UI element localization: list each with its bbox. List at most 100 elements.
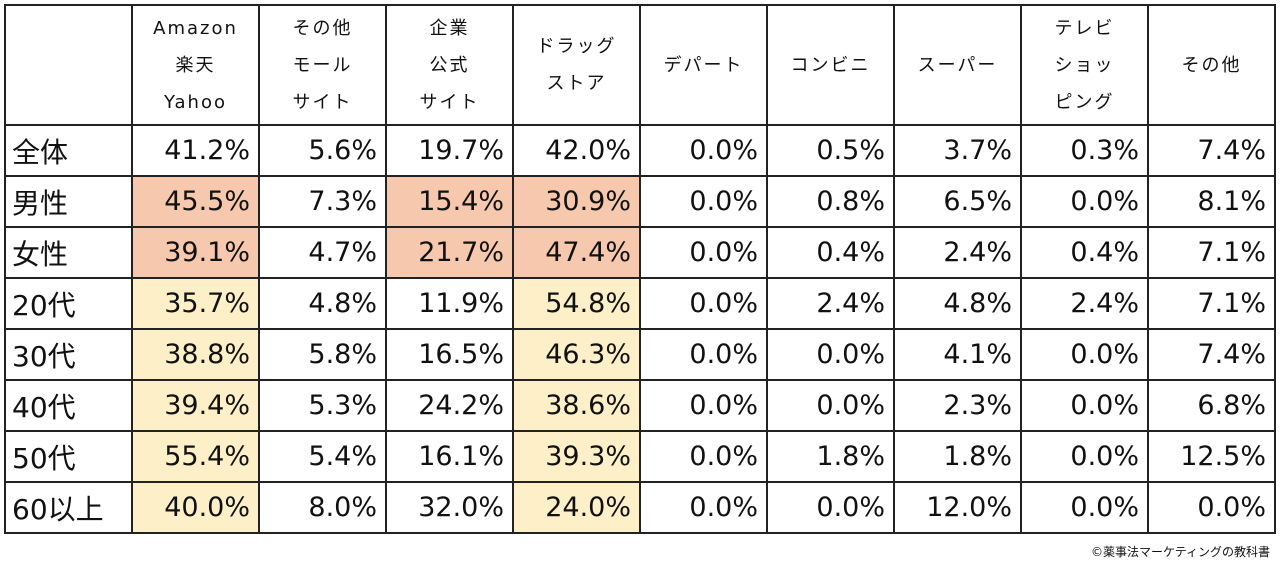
value-cell: 54.8% xyxy=(512,277,641,330)
value-cell: 4.8% xyxy=(258,277,387,330)
value-cell: 0.0% xyxy=(1020,379,1149,432)
value-cell: 39.3% xyxy=(512,430,641,483)
column-header: 企業 公式 サイト xyxy=(385,4,514,126)
row-label: 男性 xyxy=(4,175,133,228)
value-cell: 0.0% xyxy=(639,226,768,279)
value-cell: 0.8% xyxy=(766,175,895,228)
value-cell: 3.7% xyxy=(893,124,1022,177)
table-body: 全体 41.2% 5.6% 19.7% 42.0% 0.0% 0.5% 3.7% 0.3% 7.4… xyxy=(4,124,1276,534)
column-header: スーパー xyxy=(893,4,1022,126)
value-cell: 1.8% xyxy=(766,430,895,483)
value-cell: 7.4% xyxy=(1147,328,1276,381)
value-cell: 0.0% xyxy=(639,481,768,534)
table-row: 20代 35.7% 4.8% 11.9% 54.8% 0.0% 2.4% 4.8% 2.4% 7.… xyxy=(4,277,1276,330)
column-header: テレビ ショッ ピング xyxy=(1020,4,1149,126)
value-cell: 8.1% xyxy=(1147,175,1276,228)
value-cell: 24.2% xyxy=(385,379,514,432)
value-cell: 21.7% xyxy=(385,226,514,279)
table-row: 30代 38.8% 5.8% 16.5% 46.3% 0.0% 0.0% 4.1% 0.0% 7.… xyxy=(4,328,1276,381)
row-label: 50代 xyxy=(4,430,133,483)
header-row: Amazon 楽天 Yahoo その他 モール サイト 企業 公式 サイト ドラッグ … xyxy=(4,4,1276,126)
value-cell: 40.0% xyxy=(131,481,260,534)
value-cell: 1.8% xyxy=(893,430,1022,483)
row-label: 40代 xyxy=(4,379,133,432)
value-cell: 8.0% xyxy=(258,481,387,534)
value-cell: 15.4% xyxy=(385,175,514,228)
value-cell: 7.4% xyxy=(1147,124,1276,177)
column-header: その他 xyxy=(1147,4,1276,126)
value-cell: 7.1% xyxy=(1147,277,1276,330)
value-cell: 41.2% xyxy=(131,124,260,177)
value-cell: 0.0% xyxy=(639,175,768,228)
value-cell: 35.7% xyxy=(131,277,260,330)
value-cell: 32.0% xyxy=(385,481,514,534)
value-cell: 16.1% xyxy=(385,430,514,483)
row-label: 全体 xyxy=(4,124,133,177)
value-cell: 39.4% xyxy=(131,379,260,432)
value-cell: 4.1% xyxy=(893,328,1022,381)
column-header: その他 モール サイト xyxy=(258,4,387,126)
value-cell: 12.0% xyxy=(893,481,1022,534)
value-cell: 55.4% xyxy=(131,430,260,483)
value-cell: 5.6% xyxy=(258,124,387,177)
value-cell: 0.0% xyxy=(1020,175,1149,228)
value-cell: 7.1% xyxy=(1147,226,1276,279)
value-cell: 7.3% xyxy=(258,175,387,228)
value-cell: 19.7% xyxy=(385,124,514,177)
value-cell: 0.0% xyxy=(639,379,768,432)
row-label: 女性 xyxy=(4,226,133,279)
table-row: 全体 41.2% 5.6% 19.7% 42.0% 0.0% 0.5% 3.7% 0.3% 7.4… xyxy=(4,124,1276,177)
value-cell: 38.8% xyxy=(131,328,260,381)
column-header: コンビニ xyxy=(766,4,895,126)
value-cell: 0.0% xyxy=(639,124,768,177)
value-cell: 0.0% xyxy=(766,328,895,381)
value-cell: 0.4% xyxy=(766,226,895,279)
value-cell: 0.5% xyxy=(766,124,895,177)
value-cell: 0.0% xyxy=(639,277,768,330)
value-cell: 0.0% xyxy=(1020,481,1149,534)
value-cell: 2.4% xyxy=(766,277,895,330)
value-cell: 46.3% xyxy=(512,328,641,381)
value-cell: 2.4% xyxy=(893,226,1022,279)
value-cell: 16.5% xyxy=(385,328,514,381)
value-cell: 4.8% xyxy=(893,277,1022,330)
row-label: 30代 xyxy=(4,328,133,381)
value-cell: 2.4% xyxy=(1020,277,1149,330)
value-cell: 0.4% xyxy=(1020,226,1149,279)
value-cell: 42.0% xyxy=(512,124,641,177)
table-row: 60以上 40.0% 8.0% 32.0% 24.0% 0.0% 0.0% 12.0% 0.0%… xyxy=(4,481,1276,534)
value-cell: 4.7% xyxy=(258,226,387,279)
row-label: 60以上 xyxy=(4,481,133,534)
value-cell: 0.0% xyxy=(1020,328,1149,381)
table-row: 40代 39.4% 5.3% 24.2% 38.6% 0.0% 0.0% 2.3% 0.0% 6.… xyxy=(4,379,1276,432)
copyright-credit: ©薬事法マーケティングの教科書 xyxy=(1090,545,1270,559)
value-cell: 12.5% xyxy=(1147,430,1276,483)
table-row: 50代 55.4% 5.4% 16.1% 39.3% 0.0% 1.8% 1.8% 0.0% 12… xyxy=(4,430,1276,483)
table-row: 男性 45.5% 7.3% 15.4% 30.9% 0.0% 0.8% 6.5% 0.0% 8.1… xyxy=(4,175,1276,228)
row-label: 20代 xyxy=(4,277,133,330)
value-cell: 0.0% xyxy=(1020,430,1149,483)
value-cell: 6.5% xyxy=(893,175,1022,228)
value-cell: 0.0% xyxy=(1147,481,1276,534)
value-cell: 0.0% xyxy=(639,430,768,483)
column-header: デパート xyxy=(639,4,768,126)
value-cell: 2.3% xyxy=(893,379,1022,432)
data-table: Amazon 楽天 Yahoo その他 モール サイト 企業 公式 サイト ドラッグ … xyxy=(4,4,1276,534)
header-corner-cell xyxy=(4,4,133,126)
value-cell: 5.3% xyxy=(258,379,387,432)
table-header: Amazon 楽天 Yahoo その他 モール サイト 企業 公式 サイト ドラッグ … xyxy=(4,4,1276,126)
value-cell: 38.6% xyxy=(512,379,641,432)
value-cell: 0.0% xyxy=(766,379,895,432)
value-cell: 45.5% xyxy=(131,175,260,228)
value-cell: 39.1% xyxy=(131,226,260,279)
column-header: Amazon 楽天 Yahoo xyxy=(131,4,260,126)
value-cell: 47.4% xyxy=(512,226,641,279)
value-cell: 24.0% xyxy=(512,481,641,534)
value-cell: 11.9% xyxy=(385,277,514,330)
value-cell: 6.8% xyxy=(1147,379,1276,432)
value-cell: 30.9% xyxy=(512,175,641,228)
value-cell: 0.0% xyxy=(766,481,895,534)
value-cell: 5.8% xyxy=(258,328,387,381)
value-cell: 0.3% xyxy=(1020,124,1149,177)
value-cell: 0.0% xyxy=(639,328,768,381)
